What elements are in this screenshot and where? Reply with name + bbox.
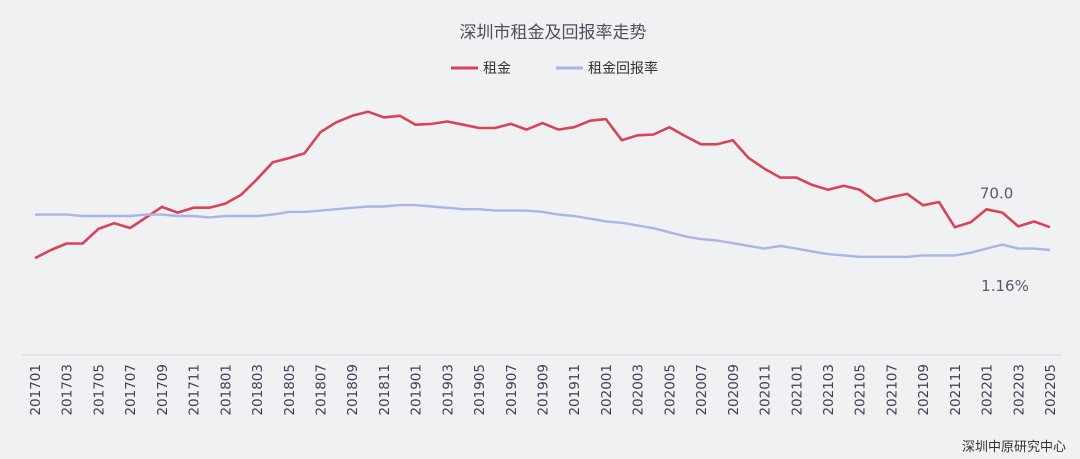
x-tick-label: 202203 xyxy=(1011,364,1027,416)
legend-item-rent[interactable]: 租金 xyxy=(451,61,511,77)
x-tick-label: 201911 xyxy=(567,364,583,416)
x-tick-label: 201805 xyxy=(282,364,298,416)
x-tick-label: 201705 xyxy=(91,364,107,416)
x-tick-label: 201809 xyxy=(345,364,361,416)
x-tick-label: 201703 xyxy=(60,364,76,416)
x-tick-label: 201711 xyxy=(187,364,203,416)
x-tick-label: 201801 xyxy=(218,364,234,416)
x-axis-ticks: 201701 201703 201705 201707 201709 201711 2018… xyxy=(28,364,1059,416)
x-tick-label: 201811 xyxy=(377,364,393,416)
legend-label-yield: 租金回报率 xyxy=(588,60,658,77)
x-tick-label: 201803 xyxy=(250,364,266,416)
x-tick-label: 202109 xyxy=(916,364,932,416)
x-tick-label: 202001 xyxy=(599,364,615,416)
legend-label-rent: 租金 xyxy=(483,61,511,77)
data-label-yield: 1.16% xyxy=(981,277,1029,295)
legend-item-yield[interactable]: 租金回报率 xyxy=(556,60,658,77)
x-tick-label: 201709 xyxy=(155,364,171,416)
x-tick-label: 202111 xyxy=(948,364,964,416)
series-layer xyxy=(34,110,1051,260)
legend: 租金 租金回报率 xyxy=(451,60,658,77)
x-tick-label: 202003 xyxy=(631,364,647,416)
x-tick-label: 202007 xyxy=(694,364,710,416)
x-tick-label: 201903 xyxy=(440,364,456,416)
series-line-rent[interactable] xyxy=(34,110,1051,260)
x-tick-label: 202201 xyxy=(980,364,996,416)
series-line-yield[interactable] xyxy=(35,203,1051,258)
x-tick-label: 201905 xyxy=(472,364,488,416)
x-tick-label: 201901 xyxy=(409,364,425,416)
x-tick-label: 202103 xyxy=(821,364,837,416)
x-tick-label: 201701 xyxy=(28,364,44,416)
x-tick-label: 202205 xyxy=(1043,364,1059,416)
x-tick-label: 202009 xyxy=(726,364,742,416)
x-tick-label: 201909 xyxy=(536,364,552,416)
x-tick-label: 202005 xyxy=(662,364,678,416)
data-labels: 70.0 1.16% xyxy=(980,184,1029,295)
source-credit: 深圳中原研究中心 xyxy=(962,440,1066,455)
x-tick-label: 201707 xyxy=(123,364,139,416)
data-label-rent: 70.0 xyxy=(980,184,1013,202)
x-tick-label: 202107 xyxy=(884,364,900,416)
x-tick-label: 202105 xyxy=(853,364,869,416)
x-tick-label: 201907 xyxy=(504,364,520,416)
x-tick-label: 202101 xyxy=(789,364,805,416)
chart-title: 深圳市租金及回报率走势 xyxy=(460,23,647,43)
x-tick-label: 201807 xyxy=(313,364,329,416)
x-tick-label: 202011 xyxy=(758,364,774,416)
